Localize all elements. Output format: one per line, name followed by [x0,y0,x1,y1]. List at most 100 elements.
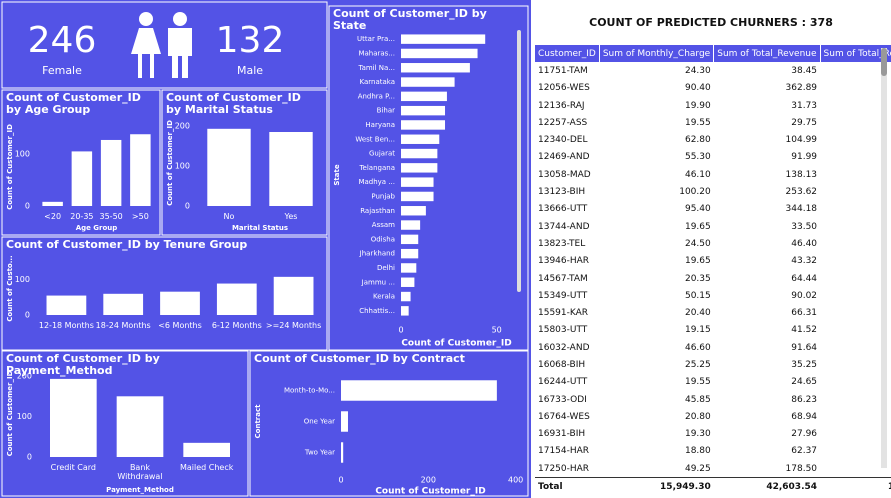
chart-panel [1,236,328,351]
table-cell: 90.02 [791,290,818,301]
table-cell: 12469-AND [538,152,590,163]
bar [401,206,426,216]
category-label-box: Credit Card [50,463,96,472]
bar [100,139,122,206]
table-cell: 46.40 [791,238,818,249]
category-label: Rajasthan [360,207,395,215]
table-cell: 138.13 [785,169,818,180]
category-label-box: >50 [132,212,149,221]
male-count: 132 [216,20,285,61]
table-cell: 68.94 [791,411,818,422]
bar [401,48,478,59]
table-cell: 13123-BIH [538,187,586,198]
category-label-box: Mailed Check [180,463,233,472]
category-label: Jammu ... [361,278,395,286]
chart-title-box: Count of Customer_ID by Contract [254,353,465,365]
table-cell: 20.40 [684,308,711,319]
category-label: Credit Card [50,463,96,472]
bar [401,148,438,159]
x-tick-label: 200 [421,476,436,485]
y-tick-label: 100 [175,162,190,171]
table-cell: 64.44 [791,273,818,284]
bar [401,234,419,245]
x-axis-title: Count of Customer_ID [401,339,511,349]
table-cell: 20.80 [684,411,711,422]
table-cell: 13946-HAR [538,256,590,267]
category-label: Kerala [373,293,395,301]
table-cell: 12056-WES [538,83,590,94]
table-cell: 344.18 [785,204,818,215]
column-header: Sum of Total_Refun [820,45,891,63]
category-label: 6-12 Months [211,321,262,330]
state-scrollbar[interactable] [517,30,521,292]
bar [130,134,151,206]
category-label-box: No [224,212,235,221]
category-label-box: 20-35 [70,212,93,221]
total-cell: 15,949.30 [599,477,714,496]
x-axis-title: Count of Customer_ID [375,487,485,497]
cards-panel [1,1,328,89]
table-cell: 49.25 [684,463,711,474]
chart-title-box: Count of Customer_ID by Age Group [6,92,141,116]
table-cell: 13058-MAD [538,169,591,180]
table-cell: 55.30 [684,152,711,163]
table-cell: 253.62 [785,187,818,198]
bar [401,77,455,87]
category-label-box: <20 [44,212,61,221]
category-label-box: >=24 Months [266,321,321,330]
bar [116,396,164,457]
table-scrollbar[interactable] [881,48,887,468]
table-cell: 16068-BIH [538,359,586,370]
table-cell: 38.45 [791,65,818,76]
bar [401,134,440,144]
table-cell: 19.55 [684,377,711,388]
category-label: 35-50 [99,212,123,221]
table-cell: 46.60 [684,342,711,353]
table-cell: 15349-UTT [538,290,588,301]
total-cell: Total [535,477,600,496]
bar [42,201,63,206]
category-label: Andhra P... [358,92,395,100]
category-label: Haryana [365,121,395,129]
bar [71,151,93,206]
category-label: Uttar Pra... [357,35,395,43]
bar [341,442,344,463]
table-cell: 25.25 [684,359,711,370]
category-label-box: 12-18 Months [39,321,94,330]
category-label: Chhattis... [359,307,395,315]
bar [216,283,257,315]
column-header: Sum of Monthly_Charge [599,45,715,63]
table-cell: 31.73 [791,100,818,111]
table-cell: 62.37 [791,446,818,457]
bar [401,306,409,316]
bar [401,91,447,102]
x-axis-title: Payment_Method [106,486,174,494]
table-cell: 91.64 [791,342,818,353]
bar [183,442,230,457]
category-label: Tamil Na... [357,64,395,72]
y-axis-title: Contract [254,404,262,439]
category-label: Assam [372,221,395,229]
y-axis-title: Count of Customer_ID [6,124,14,210]
table-cell: 12136-RAJ [538,100,585,111]
table-cell: 19.55 [684,117,711,128]
bar [401,191,434,202]
bar [401,63,470,73]
table-cell: 12340-DEL [538,135,588,146]
table-cell: 178.50 [785,463,818,474]
table-cell: 104.99 [785,135,818,146]
bar [207,128,251,206]
column-header: Sum of Total_Revenue [713,45,821,63]
table-cell: 13744-AND [538,221,590,232]
chart-panel [249,350,529,497]
table-cell: 20.35 [684,273,711,284]
